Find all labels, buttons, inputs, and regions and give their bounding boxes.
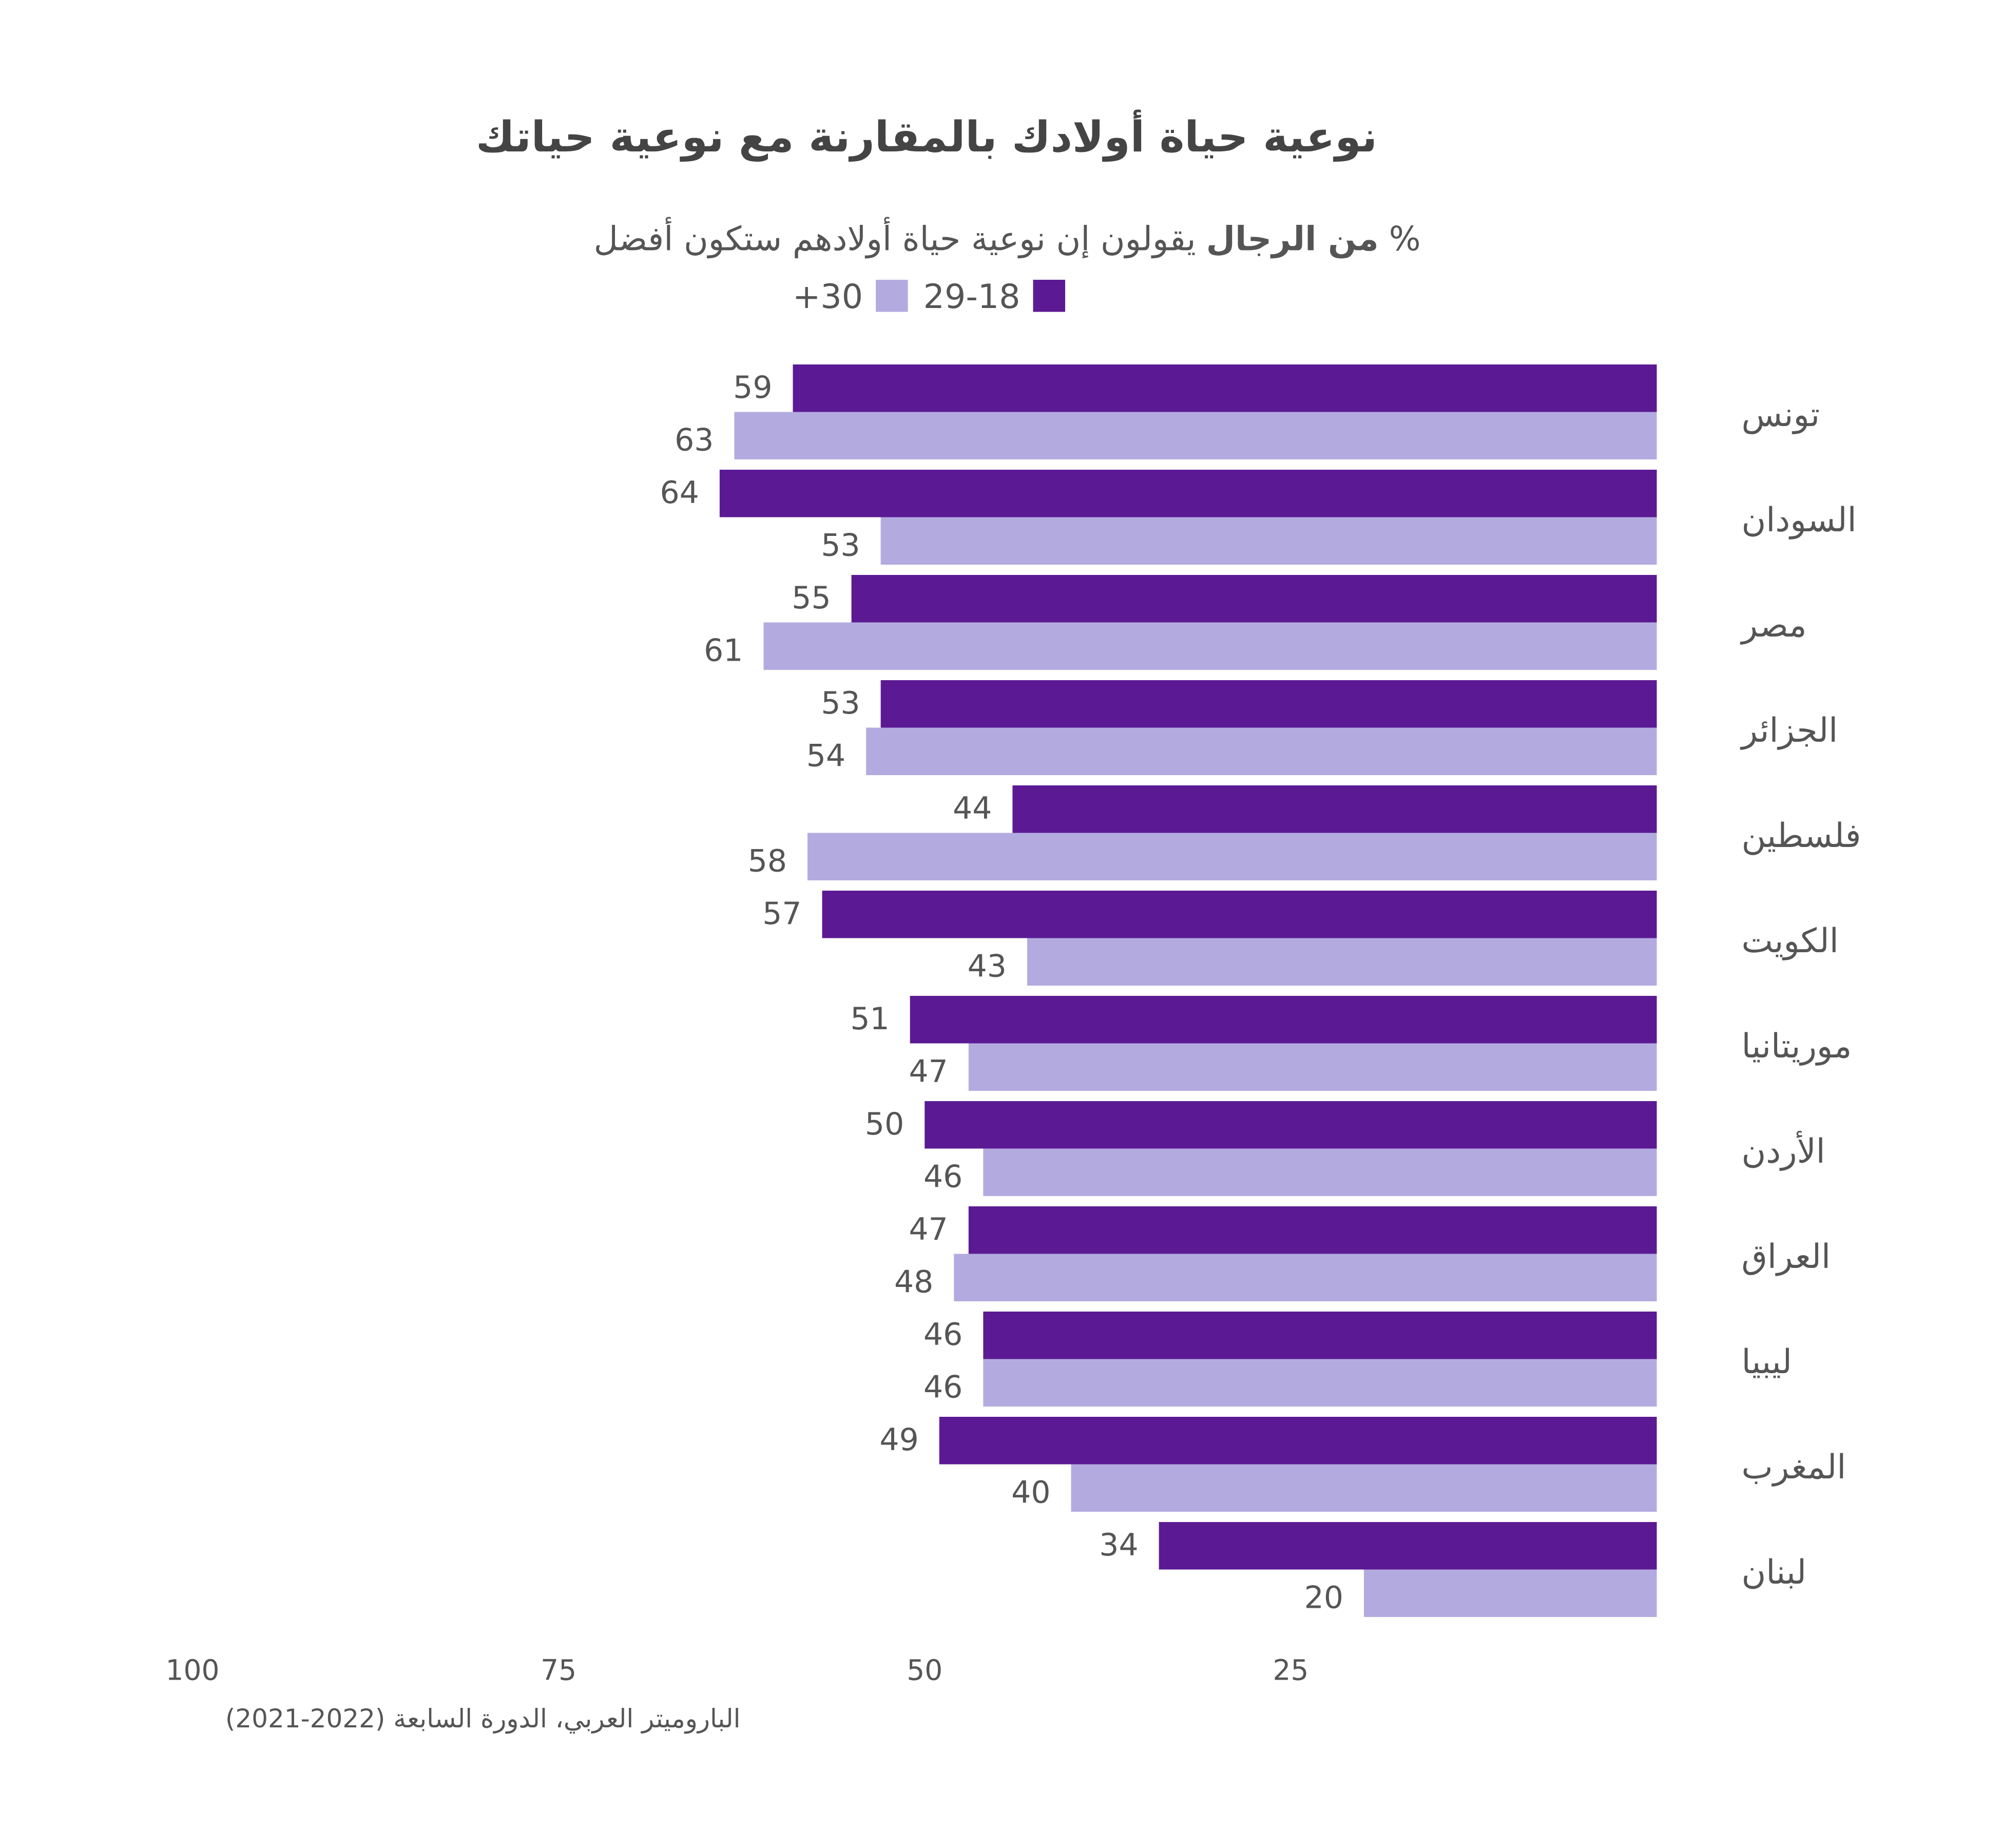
category-label: ليبيا: [1742, 1343, 1792, 1381]
x-tick-label: 25: [1273, 1654, 1308, 1687]
chart-title: نوعية حياة أولادك بالمقارنة مع نوعية حيا…: [476, 109, 1377, 162]
bar: [954, 1254, 1657, 1301]
value-label: 43: [968, 949, 1007, 985]
value-label: 34: [1099, 1527, 1138, 1563]
value-label: 49: [879, 1422, 918, 1458]
bar: [880, 680, 1657, 728]
value-label: 58: [748, 843, 787, 879]
value-label: 44: [953, 791, 992, 826]
bar: [719, 470, 1657, 517]
bar: [1027, 938, 1657, 986]
legend-label: +30: [793, 278, 863, 316]
x-tick-label: 100: [166, 1654, 220, 1687]
category-label: الجزائر: [1740, 711, 1838, 750]
value-label: 40: [1011, 1475, 1050, 1511]
value-label: 51: [850, 1001, 889, 1037]
x-tick-label: 75: [541, 1654, 576, 1687]
category-label: السودان: [1742, 501, 1857, 540]
value-label: 61: [704, 633, 743, 669]
bar: [880, 517, 1657, 565]
category-label: مصر: [1740, 606, 1807, 645]
bar: [910, 996, 1657, 1044]
bar: [866, 727, 1657, 775]
bar: [983, 1148, 1657, 1196]
value-label: 53: [821, 528, 860, 564]
subtitle: من الرجال: [1206, 220, 1379, 259]
value-label: 46: [923, 1159, 962, 1195]
bar: [939, 1417, 1657, 1465]
bar: [793, 364, 1657, 412]
x-tick-label: 50: [907, 1654, 942, 1687]
category-label: المغرب: [1742, 1448, 1846, 1487]
category-label: موريتانيا: [1742, 1027, 1852, 1066]
value-label: 47: [909, 1054, 948, 1090]
legend-swatch: [1033, 280, 1065, 312]
bar: [1159, 1522, 1657, 1570]
bar: [807, 833, 1657, 880]
bar: [968, 1206, 1657, 1254]
value-label: 63: [675, 422, 714, 458]
legend-label: 29-18: [923, 278, 1021, 316]
category-label: فلسطين: [1742, 817, 1861, 855]
category-label: العراق: [1742, 1238, 1831, 1276]
category-label: لبنان: [1742, 1553, 1807, 1592]
bar: [925, 1101, 1657, 1149]
value-label: 64: [660, 475, 699, 511]
bar: [1012, 785, 1657, 833]
source: الباروميتر العربي، الدورة السابعة (2022-…: [225, 1704, 741, 1734]
value-label: 48: [894, 1264, 933, 1300]
category-label: الكويت: [1742, 922, 1839, 960]
bar: [983, 1312, 1657, 1359]
value-label: 59: [733, 370, 772, 406]
value-label: 47: [909, 1211, 948, 1247]
value-label: 57: [762, 896, 801, 932]
category-label: تونس: [1742, 396, 1820, 434]
category-label: الأردن: [1742, 1130, 1825, 1171]
subtitle: %: [1389, 220, 1421, 259]
bar: [1071, 1464, 1657, 1512]
value-label: 50: [865, 1106, 904, 1142]
bar: [734, 412, 1657, 459]
value-label: 20: [1304, 1580, 1343, 1616]
value-label: 55: [792, 580, 831, 616]
bar: [968, 1043, 1657, 1091]
bar: [851, 575, 1657, 623]
bar: [763, 622, 1657, 670]
value-label: 53: [821, 685, 860, 721]
bar: [983, 1359, 1657, 1407]
value-label: 46: [923, 1317, 962, 1353]
subtitle: يقولون إن نوعية حياة أولادهم ستكون أفضل: [594, 217, 1196, 259]
value-label: 46: [923, 1370, 962, 1406]
value-label: 54: [806, 738, 845, 774]
bar: [1364, 1569, 1657, 1617]
legend-swatch: [876, 280, 908, 312]
bar: [822, 891, 1657, 938]
